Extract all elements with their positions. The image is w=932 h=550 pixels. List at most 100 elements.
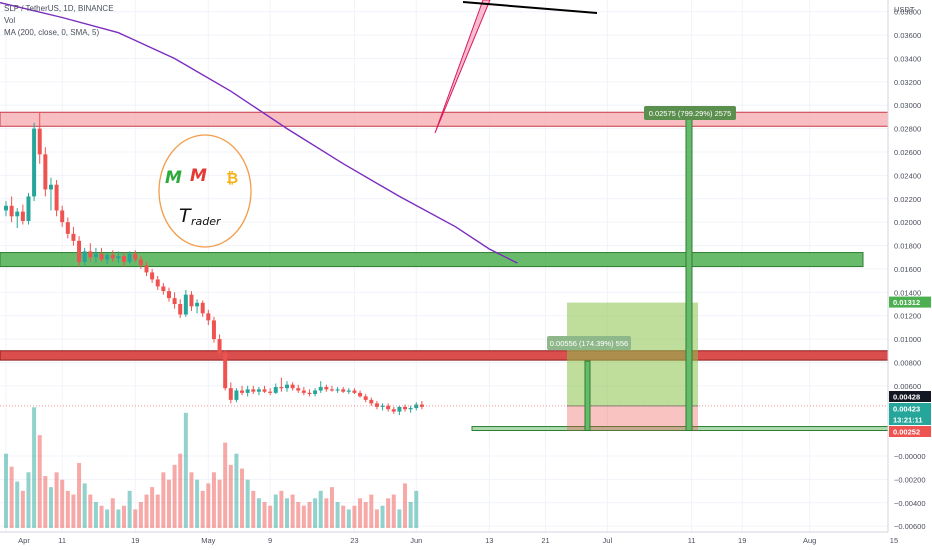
x-tick-label: 21 bbox=[541, 536, 549, 545]
x-tick-label: 11 bbox=[58, 536, 66, 545]
volume-bar bbox=[88, 494, 93, 528]
candle-body bbox=[178, 304, 183, 315]
volume-bar bbox=[127, 490, 132, 528]
volume-bar bbox=[217, 479, 222, 528]
candle-body bbox=[285, 384, 289, 389]
candle-body bbox=[374, 403, 379, 407]
candle-body bbox=[172, 298, 177, 304]
time-axis[interactable]: Apr 11 19 May 9 23 Jun 13 21 Jul 11 19 Aug 15 bbox=[0, 531, 898, 545]
volume-bar bbox=[369, 494, 374, 528]
candle-body bbox=[301, 390, 306, 393]
logo-ring bbox=[158, 134, 252, 248]
trader-logo: M M ₿ T rader bbox=[158, 134, 252, 248]
volume-bar bbox=[273, 494, 278, 528]
candle-body bbox=[386, 405, 391, 410]
trend-line bbox=[462, 1, 598, 14]
candle-body bbox=[144, 265, 149, 273]
volume-bar bbox=[65, 490, 70, 528]
zone-resistance-top bbox=[0, 111, 889, 127]
big-target-bar bbox=[685, 114, 693, 432]
volume-bar bbox=[48, 487, 53, 528]
volume-bar bbox=[161, 472, 166, 528]
y-tick-label: 0.02800 bbox=[894, 125, 921, 134]
volume-bar bbox=[268, 505, 273, 528]
volume-bar bbox=[20, 490, 25, 528]
price-badge[interactable]: 0.01312 bbox=[889, 296, 931, 308]
volume-bar bbox=[352, 505, 357, 528]
candle-body bbox=[228, 388, 233, 400]
y-tick-label: 0.03200 bbox=[894, 78, 921, 87]
volume-bar bbox=[122, 505, 127, 528]
volume-bar bbox=[60, 479, 65, 528]
price-badge-bg bbox=[889, 426, 931, 437]
volume-bar bbox=[43, 476, 48, 528]
candle-body bbox=[256, 389, 261, 392]
y-tick-label: −0.00000 bbox=[894, 452, 926, 461]
volume-bar bbox=[71, 494, 76, 528]
zone-resistance-mid bbox=[0, 252, 864, 268]
y-tick-label: 0.01000 bbox=[894, 335, 921, 344]
volume-bar bbox=[223, 442, 228, 528]
price-badge-text: 0.00423 bbox=[893, 405, 920, 414]
candle-body bbox=[211, 320, 216, 340]
volume-bar bbox=[82, 483, 87, 528]
logo-word-rest: rader bbox=[191, 215, 222, 228]
candle-body bbox=[403, 406, 408, 410]
price-badge[interactable]: 0.00252 bbox=[889, 426, 931, 437]
price-badge[interactable]: 0.00428 bbox=[889, 391, 931, 402]
x-tick-label: 19 bbox=[738, 536, 746, 545]
candle-body bbox=[318, 387, 323, 391]
logo-coin-icon: ₿ bbox=[226, 169, 238, 187]
candle-body bbox=[32, 128, 37, 197]
projection-wedge bbox=[434, 0, 491, 134]
volume-bar bbox=[324, 498, 329, 528]
candle-body bbox=[240, 390, 245, 393]
volume-bar bbox=[279, 490, 284, 528]
candle-body bbox=[189, 294, 194, 307]
candle-body bbox=[296, 388, 301, 391]
target-label-big-bg bbox=[644, 106, 736, 120]
candle-body bbox=[138, 259, 143, 266]
volume-bar bbox=[189, 472, 194, 528]
volume-bar bbox=[403, 483, 408, 528]
volume-bar bbox=[251, 490, 256, 528]
volume-bar bbox=[15, 481, 20, 528]
legend-volume[interactable]: Vol bbox=[4, 16, 16, 25]
candle-body bbox=[273, 387, 278, 393]
volume-bar bbox=[307, 502, 312, 528]
candle-body bbox=[195, 302, 200, 307]
logo-m1: M bbox=[165, 168, 182, 188]
candle-body bbox=[43, 154, 48, 190]
candle-body bbox=[262, 389, 267, 392]
price-badge-bg bbox=[889, 296, 931, 308]
legend-symbol[interactable]: SLP / TetherUS, 1D, BINANCE bbox=[4, 4, 114, 13]
candle-body bbox=[313, 390, 318, 395]
candle-body bbox=[245, 389, 250, 393]
price-badge[interactable]: 13:21:11 bbox=[889, 414, 931, 425]
volume-bar bbox=[116, 509, 121, 528]
volume-bar bbox=[155, 494, 160, 528]
candle-body bbox=[82, 251, 87, 262]
volume-bar bbox=[391, 494, 396, 528]
candle-body bbox=[307, 392, 312, 395]
volume-bar bbox=[26, 472, 31, 528]
candle-body bbox=[352, 390, 357, 393]
candle-body bbox=[251, 389, 256, 392]
target-label-first[interactable]: 0.00556 (174.39%) 556 bbox=[547, 336, 631, 350]
legend-ma[interactable]: MA (200, close, 0, SMA, 5) bbox=[4, 28, 100, 37]
volume-bar bbox=[329, 487, 334, 528]
y-tick-label: 0.02000 bbox=[894, 218, 921, 227]
candle-body bbox=[122, 256, 127, 262]
price-badge-text: 13:21:11 bbox=[893, 416, 923, 425]
candle-body bbox=[105, 254, 110, 260]
candle-body bbox=[116, 256, 121, 259]
logo-m2: M bbox=[190, 166, 207, 186]
candle-body bbox=[161, 286, 166, 292]
price-badge[interactable]: 0.00423 bbox=[889, 403, 931, 414]
x-tick-label: 19 bbox=[131, 536, 139, 545]
target-label-big[interactable]: 0.02575 (799.29%) 2575 bbox=[644, 106, 736, 120]
y-tick-label: 0.02200 bbox=[894, 195, 921, 204]
y-tick-label: 0.03000 bbox=[894, 101, 921, 110]
